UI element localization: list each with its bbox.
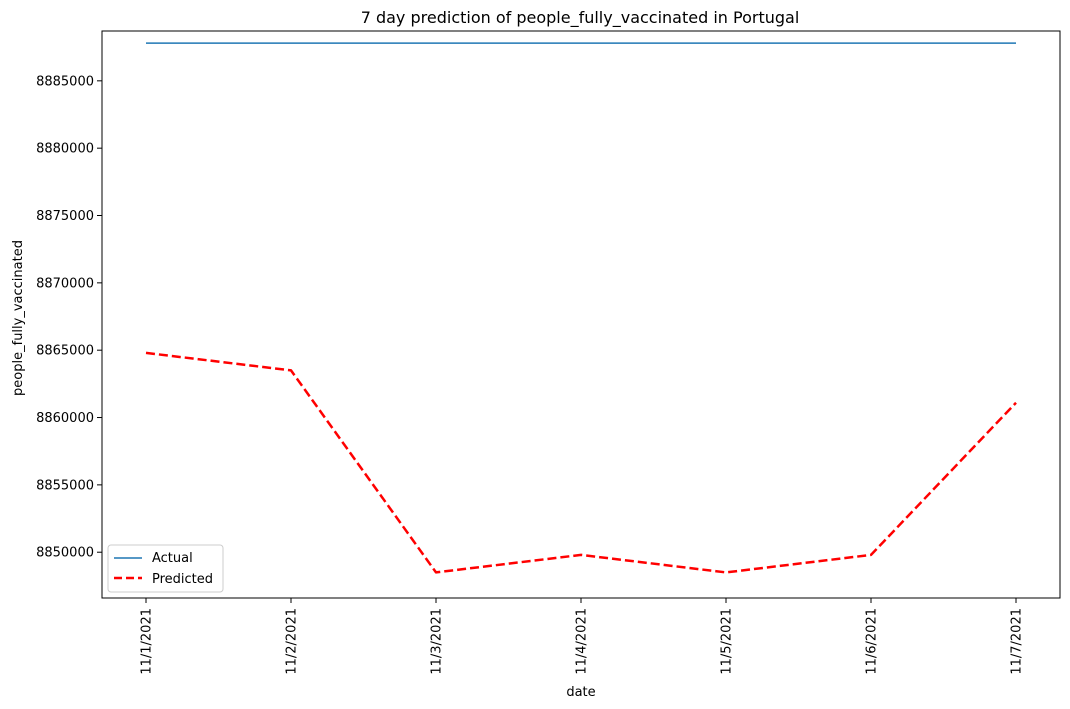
x-tick-label: 11/6/2021 [865, 608, 880, 675]
x-tick-label: 11/2/2021 [285, 608, 300, 675]
x-tick-label: 11/1/2021 [140, 608, 155, 675]
x-tick-label: 11/5/2021 [720, 608, 735, 675]
y-axis-title: people_fully_vaccinated [11, 240, 26, 396]
y-tick-label: 8855000 [36, 478, 94, 493]
x-tick-label: 11/7/2021 [1010, 608, 1025, 675]
x-axis: 11/1/2021 11/2/2021 11/3/2021 11/4/2021 11/5… [140, 598, 1025, 675]
y-tick-label: 8850000 [36, 546, 94, 561]
y-tick-label: 8860000 [36, 411, 94, 426]
x-tick-label: 11/3/2021 [430, 608, 445, 675]
legend-label-predicted: Predicted [152, 572, 213, 587]
y-axis: 8850000 8855000 8860000 8865000 8870000 88750… [36, 74, 102, 561]
x-tick-label: 11/4/2021 [575, 608, 590, 675]
y-tick-label: 8875000 [36, 209, 94, 224]
y-tick-label: 8865000 [36, 344, 94, 359]
legend-box [107, 544, 224, 593]
y-tick-label: 8880000 [36, 142, 94, 157]
y-tick-label: 8870000 [36, 276, 94, 291]
x-axis-title: date [566, 685, 595, 700]
legend: Actual Predicted [107, 544, 224, 593]
chart-title: 7 day prediction of people_fully_vaccina… [361, 8, 800, 28]
legend-label-actual: Actual [152, 551, 193, 566]
y-tick-label: 8885000 [36, 74, 94, 89]
series-line-predicted [145, 351, 1017, 574]
series-layer [145, 42, 1017, 574]
